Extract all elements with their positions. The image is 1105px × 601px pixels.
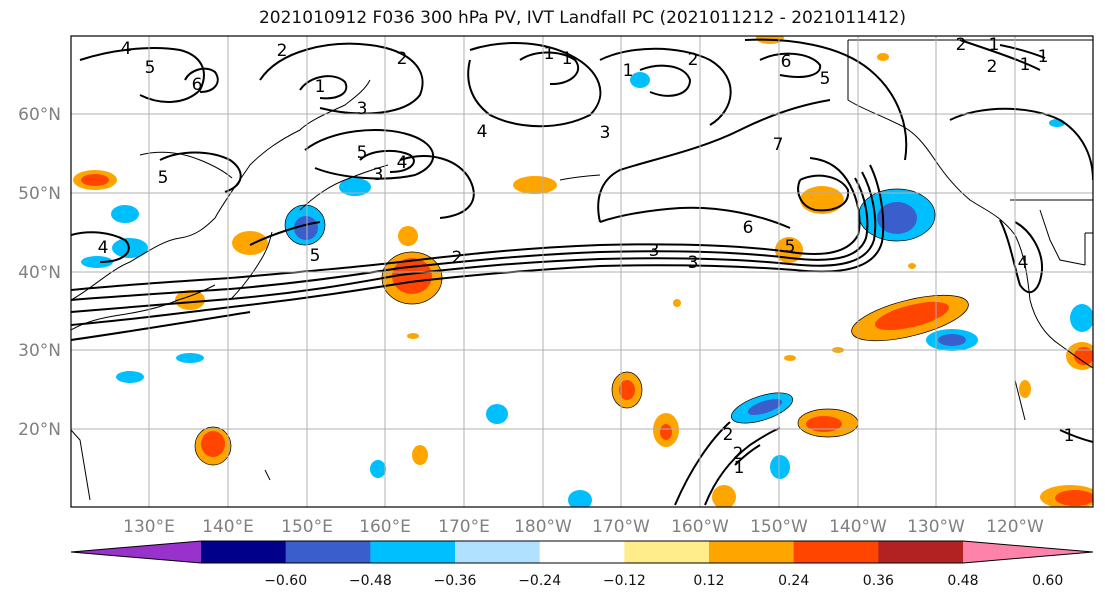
svg-text:5: 5: [820, 69, 831, 89]
svg-text:4: 4: [98, 238, 109, 258]
svg-text:1: 1: [544, 44, 555, 64]
colorbar-bin: [793, 541, 879, 563]
svg-text:3: 3: [357, 99, 368, 119]
colorbar: [70, 540, 1094, 564]
lon-label: 120°W: [986, 517, 1044, 537]
pv-contours: [71, 38, 1093, 506]
colorbar-tick-label: 0.60: [1032, 573, 1064, 589]
colorbar-tick-label: −0.48: [348, 573, 392, 589]
lon-label: 160°W: [671, 517, 729, 537]
colorbar-extend-low: [71, 541, 201, 563]
colorbar-tick-label: −0.60: [264, 573, 308, 589]
lon-label: 150°W: [750, 517, 808, 537]
colorbar-tick-label: 0.12: [693, 573, 725, 589]
svg-text:1: 1: [562, 49, 573, 69]
svg-text:2: 2: [397, 49, 408, 69]
svg-text:5: 5: [145, 58, 156, 78]
svg-text:2: 2: [987, 57, 998, 77]
lat-label: 60°N: [18, 105, 61, 125]
ivt-shading: [73, 36, 1093, 507]
lon-label: 130°E: [123, 517, 175, 537]
colorbar-bin: [285, 541, 371, 563]
svg-text:7: 7: [773, 135, 784, 155]
svg-text:4: 4: [121, 39, 132, 59]
colorbar-bin: [455, 541, 541, 563]
colorbar-tick-label: 0.36: [862, 573, 894, 589]
lon-label: 140°W: [829, 517, 887, 537]
svg-text:5: 5: [357, 143, 368, 163]
lat-label: 40°N: [18, 263, 61, 283]
svg-text:1: 1: [1064, 426, 1075, 446]
svg-text:1: 1: [989, 35, 1000, 55]
svg-text:5: 5: [310, 246, 321, 266]
lon-label: 170°E: [438, 517, 490, 537]
svg-text:3: 3: [649, 241, 660, 261]
pv-contour-labels: 4 5 6 1 2 2 1 1 2 6 5 1 1 2 2 1 3 3 4 5 …: [98, 35, 1075, 478]
svg-text:1: 1: [315, 77, 326, 97]
colorbar-tick-label: −0.24: [518, 573, 562, 589]
svg-text:5: 5: [785, 237, 796, 257]
svg-text:3: 3: [600, 123, 611, 143]
lat-label: 30°N: [18, 341, 61, 361]
lon-label: 130°W: [907, 517, 965, 537]
colorbar-extend-high: [963, 541, 1093, 563]
svg-text:4: 4: [477, 122, 488, 142]
colorbar-bin: [201, 541, 287, 563]
svg-text:3: 3: [373, 165, 384, 185]
ivt-contours: [194, 188, 969, 466]
lat-label: 50°N: [18, 184, 61, 204]
svg-text:1: 1: [623, 61, 634, 81]
svg-text:2: 2: [452, 248, 463, 268]
svg-text:2: 2: [277, 41, 288, 61]
lon-label: 180°W: [514, 517, 572, 537]
svg-text:6: 6: [192, 75, 203, 95]
svg-text:3: 3: [688, 253, 699, 273]
colorbar-bin: [539, 541, 625, 563]
colorbar-outline: [70, 540, 1094, 564]
colorbar-tick-label: −0.12: [602, 573, 646, 589]
lon-label: 160°E: [359, 517, 411, 537]
lon-label: 170°W: [592, 517, 650, 537]
svg-text:1: 1: [734, 458, 745, 478]
svg-text:2: 2: [688, 50, 699, 70]
map-frame: [70, 35, 1094, 508]
graticule: [71, 36, 1093, 507]
colorbar-bin: [370, 541, 456, 563]
colorbar-tick-label: −0.36: [433, 573, 477, 589]
lon-label: 150°E: [281, 517, 333, 537]
lat-label: 20°N: [18, 420, 61, 440]
latitude-labels: 60°N 50°N 40°N 30°N 20°N: [18, 105, 61, 440]
svg-text:2: 2: [723, 425, 734, 445]
svg-text:1: 1: [1038, 47, 1049, 67]
colorbar-bin: [624, 541, 710, 563]
colorbar-tick-label: 0.24: [778, 573, 810, 589]
longitude-labels: 130°E 140°E 150°E 160°E 170°E 180°W 170°…: [123, 517, 1044, 537]
svg-text:2: 2: [956, 35, 967, 55]
colorbar-tick-label: 0.48: [947, 573, 979, 589]
svg-text:4: 4: [397, 153, 408, 173]
svg-text:5: 5: [158, 168, 169, 188]
lon-label: 140°E: [202, 517, 254, 537]
svg-text:6: 6: [781, 52, 792, 72]
svg-text:2: 2: [733, 444, 744, 464]
colorbar-bin: [878, 541, 964, 563]
svg-text:1: 1: [1020, 55, 1031, 75]
map-title: 2021010912 F036 300 hPa PV, IVT Landfall…: [258, 8, 906, 28]
svg-text:6: 6: [743, 218, 754, 238]
colorbar-bin: [709, 541, 795, 563]
svg-text:4: 4: [1018, 253, 1029, 273]
